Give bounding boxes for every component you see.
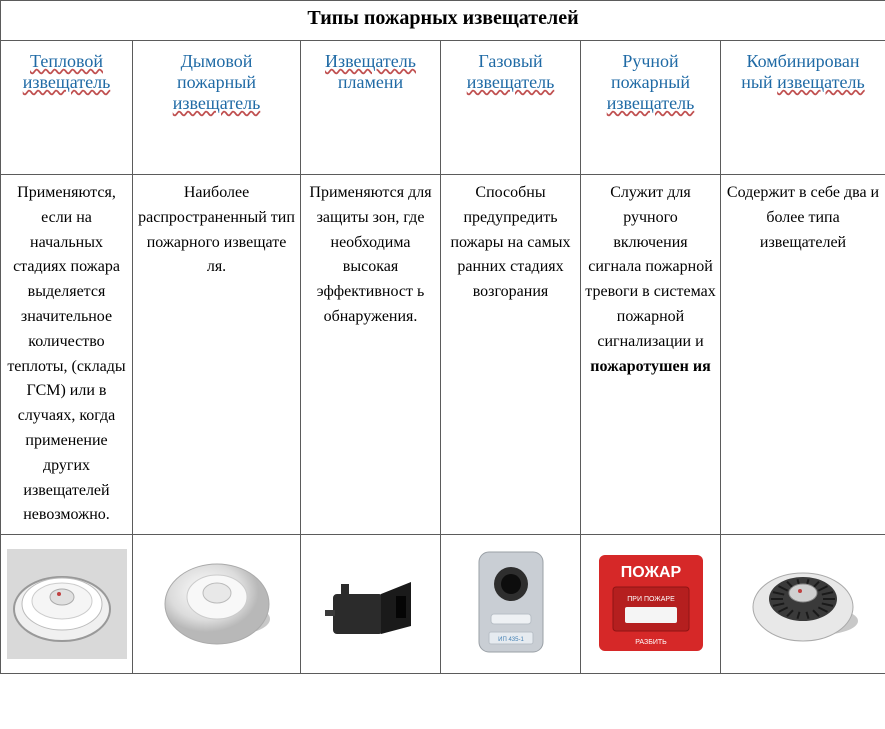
column-header-2: Извещательпламени [301,41,441,175]
column-image-2 [301,535,441,674]
detectors-table: Типы пожарных извещателей Тепловойизвеща… [0,0,885,674]
manual-detector-icon: ПОЖАР ПРИ ПОЖАРЕ РАЗБИТЬ [585,543,716,665]
gas-detector-icon: ИП 435-1 [445,543,576,665]
column-desc-0: Применяются, если на начальных стадиях п… [1,175,133,535]
column-image-5 [721,535,885,674]
column-image-3: ИП 435-1 [441,535,581,674]
title-row: Типы пожарных извещателей [1,1,885,41]
column-header-1: Дымовойпожарныйизвещатель [133,41,301,175]
flame-detector-icon [305,543,436,665]
column-header-3: Газовыйизвещатель [441,41,581,175]
svg-text:ПОЖАР: ПОЖАР [620,564,681,581]
smoke-detector-icon [137,543,296,665]
column-desc-1: Наиболее распространенный тип пожарного … [133,175,301,535]
column-desc-4: Служит для ручного включения сигнала пож… [581,175,721,535]
svg-text:ПРИ ПОЖАРЕ: ПРИ ПОЖАРЕ [627,596,675,603]
column-desc-2: Применяются для защиты зон, где необходи… [301,175,441,535]
column-image-0 [1,535,133,674]
column-header-4: Ручнойпожарныйизвещатель [581,41,721,175]
column-header-0: Тепловойизвещатель [1,41,133,175]
column-desc-5: Содержит в себе два и более типа извещат… [721,175,885,535]
description-row: Применяются, если на начальных стадиях п… [1,175,885,535]
image-row: ИП 435-1 ПОЖАР ПРИ ПОЖАРЕ РАЗБИТЬ [1,535,885,674]
combi-detector-icon [725,543,881,665]
column-image-1 [133,535,301,674]
table-title: Типы пожарных извещателей [1,1,885,41]
svg-text:РАЗБИТЬ: РАЗБИТЬ [635,639,667,646]
header-row: ТепловойизвещательДымовойпожарныйизвещат… [1,41,885,175]
svg-text:ИП 435-1: ИП 435-1 [498,637,524,643]
column-image-4: ПОЖАР ПРИ ПОЖАРЕ РАЗБИТЬ [581,535,721,674]
thermal-detector-icon [5,543,128,665]
column-desc-3: Способны предупредить пожары на самых ра… [441,175,581,535]
column-header-5: Комбинированный извещатель [721,41,885,175]
